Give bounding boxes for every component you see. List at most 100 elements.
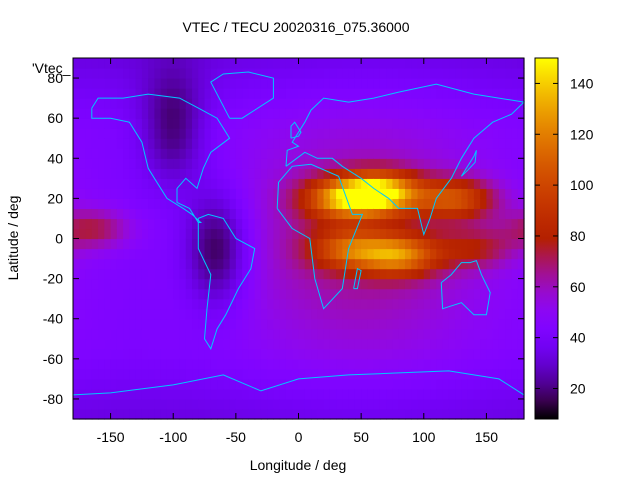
heatmap-cell — [273, 378, 281, 390]
heatmap-cell — [461, 118, 469, 129]
heatmap-cell — [135, 268, 143, 280]
heatmap-cell — [448, 78, 456, 89]
heatmap-cell — [304, 298, 312, 310]
heatmap-cell — [392, 118, 400, 129]
heatmap-cell — [285, 328, 293, 340]
heatmap-cell — [104, 338, 112, 350]
heatmap-cell — [98, 238, 105, 250]
heatmap-cell — [498, 358, 506, 370]
heatmap-cell — [430, 318, 437, 330]
heatmap-cell — [423, 138, 431, 149]
heatmap-cell — [285, 118, 293, 129]
heatmap-cell — [116, 368, 124, 380]
heatmap-cell — [329, 288, 337, 300]
heatmap-cell — [85, 168, 93, 179]
heatmap-cell — [91, 408, 99, 420]
heatmap-cell — [204, 188, 212, 199]
heatmap-cell — [267, 348, 275, 360]
heatmap-cell — [292, 348, 300, 360]
heatmap-cell — [104, 198, 112, 210]
heatmap-cell — [423, 58, 431, 69]
heatmap-cell — [279, 138, 287, 149]
heatmap-cell — [223, 328, 231, 340]
heatmap-cell — [304, 318, 312, 330]
heatmap-cell — [367, 338, 375, 350]
heatmap-cell — [392, 108, 400, 119]
heatmap-cell — [486, 128, 494, 139]
heatmap-cell — [498, 248, 506, 260]
heatmap-cell — [398, 258, 406, 270]
heatmap-cell — [411, 358, 419, 370]
heatmap-cell — [430, 188, 437, 199]
heatmap-cell — [185, 378, 193, 390]
heatmap-cell — [279, 288, 287, 300]
heatmap-cell — [235, 78, 243, 89]
heatmap-cell — [91, 398, 99, 410]
heatmap-cell — [210, 328, 218, 340]
heatmap-cell — [285, 138, 293, 149]
heatmap-cell — [323, 88, 331, 99]
heatmap-cell — [373, 128, 381, 139]
heatmap-cell — [267, 98, 275, 109]
heatmap-cell — [398, 398, 406, 410]
heatmap-cell — [480, 278, 488, 290]
heatmap-cell — [442, 328, 450, 340]
heatmap-cell — [398, 218, 406, 230]
heatmap-cell — [336, 78, 343, 89]
heatmap-cell — [417, 118, 425, 129]
heatmap-cell — [73, 148, 80, 159]
heatmap-cell — [141, 348, 149, 360]
heatmap-cell — [242, 78, 249, 89]
heatmap-cell — [254, 158, 262, 169]
heatmap-cell — [210, 368, 218, 380]
heatmap-cell — [361, 268, 368, 280]
heatmap-cell — [436, 378, 444, 390]
heatmap-cell — [166, 358, 174, 370]
heatmap-cell — [404, 148, 412, 159]
heatmap-cell — [492, 328, 500, 340]
heatmap-cell — [336, 308, 343, 320]
heatmap-cell — [204, 218, 212, 230]
heatmap-cell — [198, 98, 206, 109]
heatmap-cell — [304, 218, 312, 230]
heatmap-cell — [235, 198, 243, 210]
heatmap-cell — [461, 388, 469, 400]
heatmap-cell — [486, 168, 494, 179]
heatmap-cell — [411, 258, 419, 270]
heatmap-cell — [480, 118, 488, 129]
heatmap-cell — [298, 298, 306, 310]
heatmap-cell — [85, 408, 93, 420]
heatmap-cell — [204, 168, 212, 179]
heatmap-cell — [217, 368, 224, 380]
heatmap-cell — [430, 298, 437, 310]
heatmap-cell — [141, 228, 149, 240]
heatmap-cell — [361, 278, 368, 290]
heatmap-cell — [210, 318, 218, 330]
heatmap-cell — [430, 368, 437, 380]
heatmap-cell — [166, 348, 174, 360]
heatmap-cell — [129, 288, 137, 300]
heatmap-cell — [185, 278, 193, 290]
heatmap-cell — [442, 158, 450, 169]
heatmap-cell — [329, 98, 337, 109]
colorbar-tick-label: 140 — [570, 75, 594, 91]
heatmap-cell — [323, 168, 331, 179]
heatmap-cell — [480, 268, 488, 280]
heatmap-cell — [430, 198, 437, 210]
heatmap-cell — [486, 388, 494, 400]
heatmap-cell — [217, 388, 224, 400]
heatmap-cell — [417, 88, 425, 99]
heatmap-cell — [192, 318, 199, 330]
heatmap-cell — [461, 188, 469, 199]
heatmap-cell — [198, 108, 206, 119]
heatmap-cell — [323, 328, 331, 340]
heatmap-cell — [392, 78, 400, 89]
heatmap-cell — [192, 308, 199, 320]
heatmap-cell — [129, 358, 137, 370]
heatmap-cell — [348, 388, 356, 400]
heatmap-cell — [248, 58, 256, 69]
heatmap-cell — [404, 368, 412, 380]
heatmap-cell — [386, 248, 394, 260]
heatmap-cell — [486, 88, 494, 99]
heatmap-cell — [98, 398, 105, 410]
